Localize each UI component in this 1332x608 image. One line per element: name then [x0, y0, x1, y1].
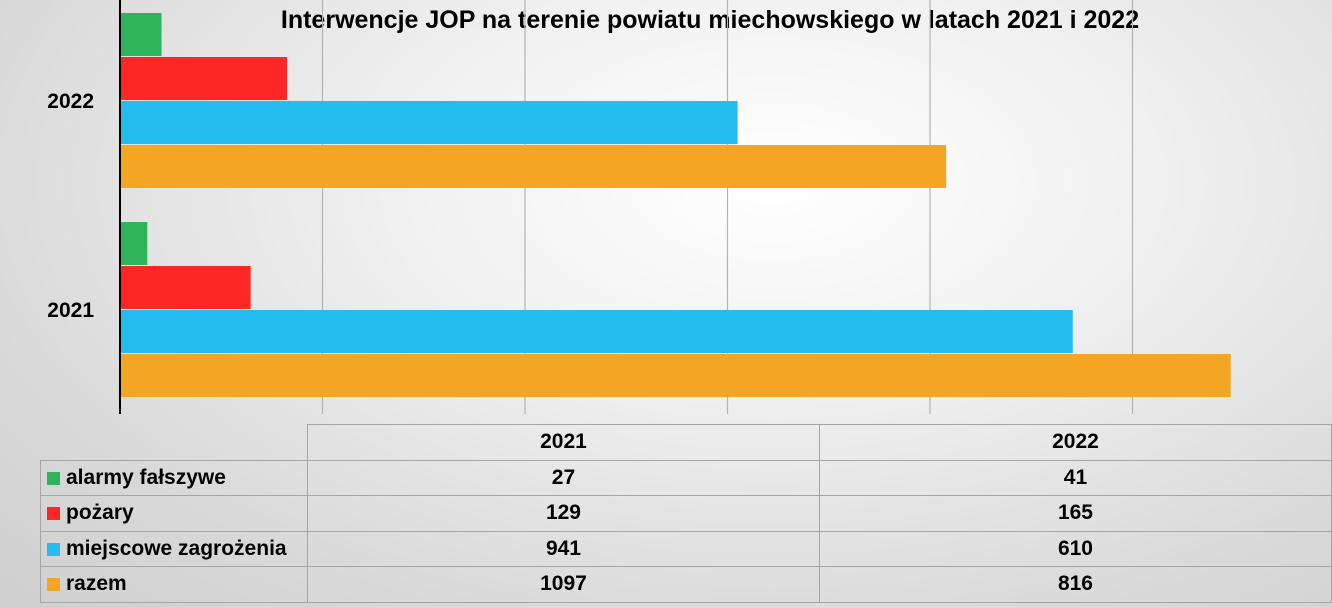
- bar-razem-2021: [120, 354, 1231, 397]
- bar-alarmy-fałszywe-2022: [120, 13, 162, 56]
- table-cell: 816: [818, 566, 1332, 603]
- bar-pożary-2021: [120, 266, 251, 309]
- legend-swatch: [47, 471, 60, 485]
- data-table: 2021 2022 alarmy fałszywe 27 41 pożary 129 16…: [40, 424, 1332, 603]
- table-row: alarmy fałszywe 27 41: [40, 459, 1332, 496]
- table-row-label: razem: [40, 566, 308, 603]
- legend-label: pożary: [66, 501, 134, 525]
- chart-title: Interwencje JOP na terenie powiatu miech…: [280, 6, 1140, 34]
- table-column-header: 2022: [818, 424, 1332, 461]
- bar-miejscowe-zagrożenia-2021: [120, 310, 1073, 353]
- category-label: 2022: [47, 90, 94, 113]
- table-cell: 165: [818, 495, 1332, 532]
- table-row-label: miejscowe zagrożenia: [40, 530, 308, 567]
- table-row: miejscowe zagrożenia 941 610: [40, 530, 1332, 567]
- bar-alarmy-fałszywe-2021: [120, 222, 148, 265]
- table-row-label: alarmy fałszywe: [40, 459, 308, 496]
- bar-razem-2022: [120, 145, 947, 188]
- table-row: razem 1097 816: [40, 566, 1332, 603]
- bar-miejscowe-zagrożenia-2022: [120, 101, 738, 144]
- legend-swatch: [47, 507, 60, 521]
- table-cell: 941: [306, 530, 820, 567]
- legend-label: razem: [66, 572, 127, 596]
- bar-chart: 2022 2021: [47, 0, 1231, 414]
- table-corner-cell: [40, 424, 308, 461]
- table-row: pożary 129 165: [40, 495, 1332, 532]
- legend-swatch: [47, 578, 60, 592]
- table-cell: 610: [818, 530, 1332, 567]
- legend-label: miejscowe zagrożenia: [66, 536, 287, 560]
- table-cell: 1097: [306, 566, 820, 603]
- legend-swatch: [47, 542, 60, 556]
- bar-pożary-2022: [120, 57, 288, 100]
- table-row-label: pożary: [40, 495, 308, 532]
- table-cell: 129: [306, 495, 820, 532]
- legend-label: alarmy fałszywe: [66, 465, 226, 489]
- table-cell: 41: [818, 459, 1332, 496]
- table-header-row: 2021 2022: [40, 424, 1332, 461]
- table-column-header: 2021: [306, 424, 820, 461]
- category-label: 2021: [47, 299, 94, 322]
- table-cell: 27: [306, 459, 820, 496]
